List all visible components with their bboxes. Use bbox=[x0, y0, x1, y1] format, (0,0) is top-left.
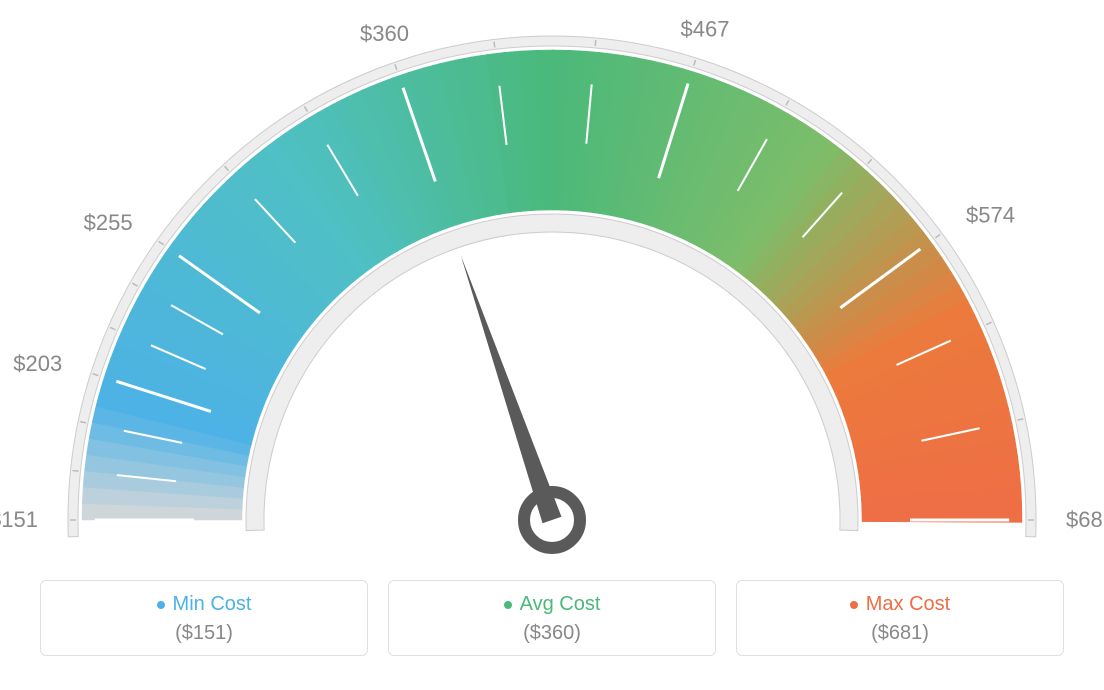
legend-value-min: ($151) bbox=[41, 622, 367, 645]
legend-label-min: Min Cost bbox=[173, 593, 252, 616]
tick-label: $574 bbox=[966, 202, 1015, 227]
gauge-needle bbox=[461, 255, 562, 523]
tick-label: $255 bbox=[84, 210, 133, 235]
tick-label: $681 bbox=[1066, 507, 1104, 532]
gauge-svg: $151 $203 $255 $360 $467 $574 $681 bbox=[0, 0, 1104, 570]
legend-dot-max bbox=[850, 601, 858, 609]
legend-title-avg: Avg Cost bbox=[504, 593, 601, 616]
legend-dot-avg bbox=[504, 601, 512, 609]
legend-label-avg: Avg Cost bbox=[520, 593, 601, 616]
legend-card-avg: Avg Cost ($360) bbox=[388, 580, 716, 656]
legend-card-max: Max Cost ($681) bbox=[736, 580, 1064, 656]
tick-label: $151 bbox=[0, 507, 38, 532]
legend-title-min: Min Cost bbox=[157, 593, 252, 616]
legend-dot-min bbox=[157, 601, 165, 609]
legend-value-avg: ($360) bbox=[389, 622, 715, 645]
legend-value-max: ($681) bbox=[737, 622, 1063, 645]
tick-label: $360 bbox=[360, 21, 409, 46]
tick-label: $467 bbox=[681, 16, 730, 41]
tick-label: $203 bbox=[13, 351, 62, 376]
legend-card-min: Min Cost ($151) bbox=[40, 580, 368, 656]
legend-label-max: Max Cost bbox=[866, 593, 950, 616]
legend-title-max: Max Cost bbox=[850, 593, 950, 616]
gauge-chart: $151 $203 $255 $360 $467 $574 $681 bbox=[0, 0, 1104, 570]
legend-row: Min Cost ($151) Avg Cost ($360) Max Cost… bbox=[0, 580, 1104, 656]
